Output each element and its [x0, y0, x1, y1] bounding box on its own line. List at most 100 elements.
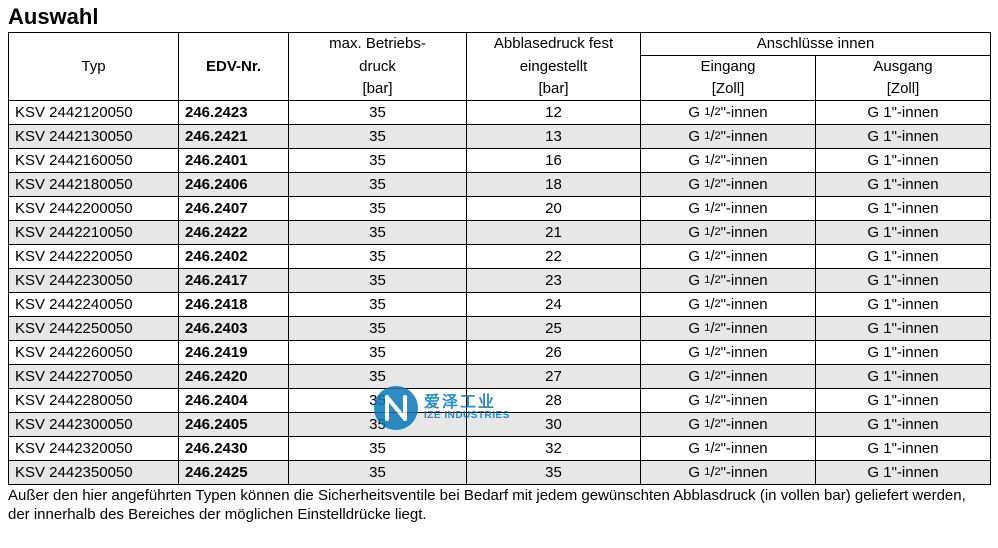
cell-abbl: 25	[467, 317, 641, 341]
cell-ausgang: G 1"-innen	[816, 437, 991, 461]
cell-abbl: 16	[467, 149, 641, 173]
table-row: KSV 2442260050246.24193526G 1/2"-innenG …	[9, 341, 991, 365]
cell-druck: 35	[289, 317, 467, 341]
cell-eingang: G 1/2"-innen	[641, 389, 816, 413]
cell-edv: 246.2403	[179, 317, 289, 341]
table-row: KSV 2442280050246.24043528G 1/2"-innenG …	[9, 389, 991, 413]
cell-abbl: 22	[467, 245, 641, 269]
cell-edv: 246.2407	[179, 197, 289, 221]
cell-eingang: G 1/2"-innen	[641, 221, 816, 245]
cell-typ: KSV 2442160050	[9, 149, 179, 173]
cell-ausgang: G 1"-innen	[816, 173, 991, 197]
cell-typ: KSV 2442240050	[9, 293, 179, 317]
cell-abbl: 18	[467, 173, 641, 197]
cell-druck: 35	[289, 173, 467, 197]
cell-eingang: G 1/2"-innen	[641, 413, 816, 437]
table-row: KSV 2442300050246.24053530G 1/2"-innenG …	[9, 413, 991, 437]
cell-edv: 246.2420	[179, 365, 289, 389]
cell-ausgang: G 1"-innen	[816, 365, 991, 389]
cell-abbl: 23	[467, 269, 641, 293]
cell-edv: 246.2418	[179, 293, 289, 317]
th-unit-eing: [Zoll]	[641, 78, 816, 101]
cell-typ: KSV 2442200050	[9, 197, 179, 221]
cell-eingang: G 1/2"-innen	[641, 197, 816, 221]
cell-edv: 246.2425	[179, 461, 289, 485]
cell-ausgang: G 1"-innen	[816, 221, 991, 245]
cell-edv: 246.2417	[179, 269, 289, 293]
table-row: KSV 2442160050246.24013516G 1/2"-innenG …	[9, 149, 991, 173]
th-druck-l1: max. Betriebs-	[289, 33, 467, 56]
cell-eingang: G 1/2"-innen	[641, 245, 816, 269]
cell-eingang: G 1/2"-innen	[641, 437, 816, 461]
cell-abbl: 30	[467, 413, 641, 437]
cell-eingang: G 1/2"-innen	[641, 293, 816, 317]
th-abbl-l2: eingestellt	[467, 56, 641, 79]
cell-eingang: G 1/2"-innen	[641, 317, 816, 341]
cell-typ: KSV 2442320050	[9, 437, 179, 461]
cell-druck: 35	[289, 101, 467, 125]
cell-eingang: G 1/2"-innen	[641, 341, 816, 365]
cell-ausgang: G 1"-innen	[816, 389, 991, 413]
cell-edv: 246.2430	[179, 437, 289, 461]
cell-abbl: 21	[467, 221, 641, 245]
cell-ausgang: G 1"-innen	[816, 341, 991, 365]
th-unit-druck: [bar]	[289, 78, 467, 101]
cell-edv: 246.2422	[179, 221, 289, 245]
table-row: KSV 2442230050246.24173523G 1/2"-innenG …	[9, 269, 991, 293]
cell-druck: 35	[289, 293, 467, 317]
cell-typ: KSV 2442230050	[9, 269, 179, 293]
cell-ausgang: G 1"-innen	[816, 461, 991, 485]
th-ausgang: Ausgang	[816, 56, 991, 79]
th-abbl-l1: Abblasedruck fest	[467, 33, 641, 56]
cell-abbl: 24	[467, 293, 641, 317]
table-row: KSV 2442120050246.24233512G 1/2"-innenG …	[9, 101, 991, 125]
cell-druck: 35	[289, 221, 467, 245]
table-row: KSV 2442240050246.24183524G 1/2"-innenG …	[9, 293, 991, 317]
cell-typ: KSV 2442250050	[9, 317, 179, 341]
cell-eingang: G 1/2"-innen	[641, 125, 816, 149]
cell-druck: 35	[289, 125, 467, 149]
cell-druck: 35	[289, 413, 467, 437]
table-row: KSV 2442220050246.24023522G 1/2"-innenG …	[9, 245, 991, 269]
table-row: KSV 2442320050246.24303532G 1/2"-innenG …	[9, 437, 991, 461]
table-row: KSV 2442180050246.24063518G 1/2"-innenG …	[9, 173, 991, 197]
cell-eingang: G 1/2"-innen	[641, 101, 816, 125]
cell-typ: KSV 2442220050	[9, 245, 179, 269]
cell-druck: 35	[289, 197, 467, 221]
th-edv: EDV-Nr.	[179, 33, 289, 101]
cell-typ: KSV 2442120050	[9, 101, 179, 125]
table-body: KSV 2442120050246.24233512G 1/2"-innenG …	[9, 101, 991, 485]
cell-typ: KSV 2442280050	[9, 389, 179, 413]
cell-druck: 35	[289, 245, 467, 269]
cell-typ: KSV 2442300050	[9, 413, 179, 437]
cell-druck: 35	[289, 149, 467, 173]
th-typ: Typ	[9, 33, 179, 101]
cell-edv: 246.2401	[179, 149, 289, 173]
cell-eingang: G 1/2"-innen	[641, 461, 816, 485]
cell-typ: KSV 2442180050	[9, 173, 179, 197]
cell-edv: 246.2404	[179, 389, 289, 413]
cell-ausgang: G 1"-innen	[816, 125, 991, 149]
cell-edv: 246.2423	[179, 101, 289, 125]
cell-druck: 35	[289, 269, 467, 293]
cell-druck: 35	[289, 437, 467, 461]
cell-typ: KSV 2442260050	[9, 341, 179, 365]
cell-eingang: G 1/2"-innen	[641, 365, 816, 389]
cell-typ: KSV 2442350050	[9, 461, 179, 485]
cell-ausgang: G 1"-innen	[816, 101, 991, 125]
cell-ausgang: G 1"-innen	[816, 269, 991, 293]
cell-abbl: 26	[467, 341, 641, 365]
cell-edv: 246.2419	[179, 341, 289, 365]
cell-abbl: 28	[467, 389, 641, 413]
cell-abbl: 12	[467, 101, 641, 125]
table-row: KSV 2442210050246.24223521G 1/2"-innenG …	[9, 221, 991, 245]
cell-ausgang: G 1"-innen	[816, 293, 991, 317]
cell-abbl: 35	[467, 461, 641, 485]
cell-druck: 35	[289, 461, 467, 485]
cell-abbl: 27	[467, 365, 641, 389]
th-anschluesse: Anschlüsse innen	[641, 33, 991, 56]
cell-eingang: G 1/2"-innen	[641, 173, 816, 197]
section-title: Auswahl	[8, 4, 990, 30]
th-unit-ausg: [Zoll]	[816, 78, 991, 101]
cell-typ: KSV 2442270050	[9, 365, 179, 389]
